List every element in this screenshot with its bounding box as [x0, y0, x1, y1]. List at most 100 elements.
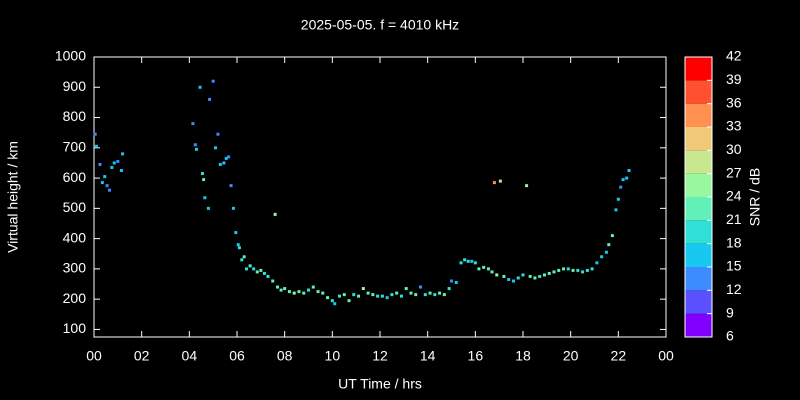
- data-point: [224, 156, 228, 160]
- data-point: [361, 287, 365, 291]
- y-tick-label: 200: [63, 290, 87, 306]
- x-tick-label: 00: [86, 348, 102, 364]
- data-point: [566, 267, 570, 271]
- data-point: [116, 159, 120, 163]
- y-tick-label: 600: [63, 169, 87, 185]
- data-point: [194, 147, 198, 151]
- data-point: [610, 234, 614, 238]
- y-tick-label: 300: [63, 260, 87, 276]
- colorbar-tick-label: 33: [726, 118, 742, 134]
- data-point: [433, 293, 437, 297]
- colorbar-band: [685, 150, 712, 174]
- data-point: [542, 273, 546, 277]
- data-point: [206, 206, 210, 210]
- data-point: [581, 270, 585, 274]
- data-point: [307, 288, 310, 292]
- data-point: [255, 270, 259, 274]
- colorbar-band: [685, 127, 712, 151]
- data-point: [234, 231, 238, 235]
- data-point: [347, 299, 351, 303]
- x-tick-label: 16: [468, 348, 484, 364]
- data-point: [459, 261, 463, 265]
- data-point: [447, 287, 451, 291]
- data-point: [525, 184, 529, 188]
- data-point: [107, 188, 111, 192]
- data-point: [463, 258, 467, 262]
- data-point: [604, 250, 608, 254]
- data-point: [395, 291, 399, 295]
- data-point: [621, 178, 625, 182]
- x-tick-label: 02: [134, 348, 150, 364]
- data-point: [619, 185, 623, 189]
- data-point: [276, 285, 280, 289]
- colorbar-tick-label: 24: [726, 188, 742, 204]
- x-axis-label: UT Time / hrs: [338, 376, 422, 392]
- colorbar-band: [685, 173, 712, 197]
- y-tick-label: 400: [63, 229, 87, 245]
- colorbar-band: [685, 290, 712, 314]
- data-point: [492, 181, 496, 185]
- data-point: [627, 169, 631, 173]
- data-point: [252, 267, 256, 271]
- data-point: [237, 246, 241, 250]
- colorbar-tick-label: 15: [726, 258, 742, 274]
- data-point: [616, 197, 620, 201]
- colorbar-band: [685, 243, 712, 267]
- colorbar-tick-label: 36: [726, 94, 742, 110]
- data-point: [333, 302, 337, 306]
- data-point: [450, 279, 453, 283]
- data-point: [236, 243, 240, 247]
- data-point: [590, 267, 594, 271]
- data-point: [502, 274, 506, 278]
- data-point: [222, 161, 226, 165]
- colorbar-band: [685, 313, 712, 337]
- colorbar-band: [685, 103, 712, 127]
- data-point: [528, 274, 532, 278]
- data-point: [202, 178, 206, 182]
- data-point: [482, 265, 486, 269]
- data-point: [259, 268, 263, 272]
- data-point: [625, 176, 629, 180]
- data-point: [557, 268, 561, 272]
- x-tick-label: 06: [229, 348, 245, 364]
- data-point: [576, 268, 580, 272]
- colorbar-tick-label: 6: [726, 328, 734, 344]
- data-point: [200, 172, 204, 176]
- colorbar-band: [685, 220, 712, 244]
- data-point: [607, 243, 611, 247]
- y-tick-label: 900: [63, 78, 87, 94]
- data-point: [438, 291, 442, 295]
- x-tick-label: 12: [372, 348, 388, 364]
- data-point: [454, 281, 458, 285]
- data-point: [516, 276, 520, 280]
- x-tick-label: 14: [420, 348, 436, 364]
- y-axis-label: Virtual height / km: [5, 141, 21, 253]
- data-point: [614, 208, 618, 212]
- data-point: [240, 258, 244, 262]
- data-point: [229, 184, 233, 188]
- chart-title: 2025-05-05. f = 4010 kHz: [301, 17, 459, 33]
- y-tick-label: 100: [63, 320, 87, 336]
- x-tick-label: 04: [182, 348, 198, 364]
- data-point: [409, 291, 413, 295]
- data-point: [231, 206, 235, 210]
- data-point: [538, 274, 542, 278]
- data-point: [330, 299, 334, 303]
- colorbar-tick-label: 30: [726, 141, 742, 157]
- x-tick-label: 08: [277, 348, 293, 364]
- x-tick-label: 10: [325, 348, 341, 364]
- data-point: [292, 291, 296, 295]
- colorbar-band: [685, 197, 712, 221]
- data-point: [105, 184, 109, 188]
- data-point: [316, 290, 320, 294]
- data-point: [271, 279, 275, 283]
- data-point: [198, 85, 202, 89]
- data-point: [121, 152, 125, 156]
- data-point: [562, 267, 566, 271]
- data-point: [337, 294, 341, 298]
- data-point: [227, 155, 231, 159]
- data-point: [399, 294, 403, 298]
- y-tick-label: 700: [63, 139, 87, 155]
- colorbar-band: [685, 267, 712, 291]
